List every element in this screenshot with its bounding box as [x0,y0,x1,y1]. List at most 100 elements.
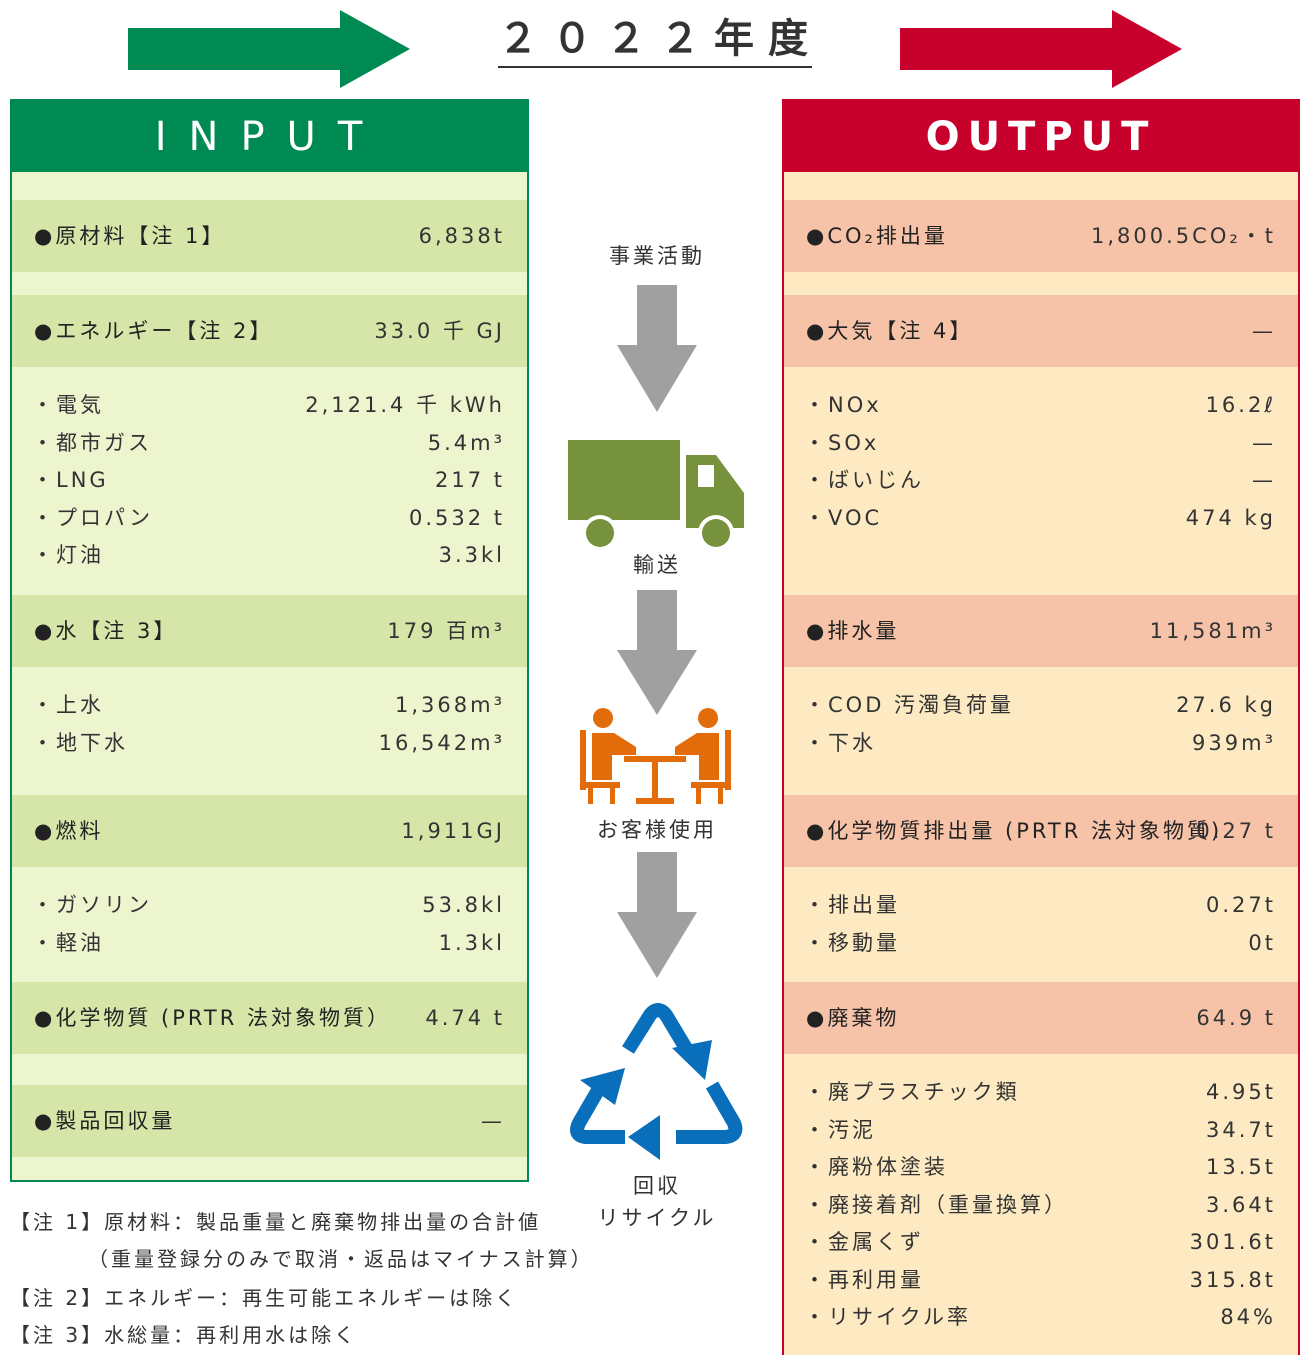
section-value: — [1252,319,1276,343]
output-title: OUTPUT [925,114,1157,160]
item-value: 13.5t [1206,1155,1276,1179]
flow-label: 事業活動 [609,244,705,268]
item-value: 16,542m³ [378,730,505,755]
item-label: ・COD 汚濁負荷量 [804,693,1015,717]
item-value: — [1252,468,1276,492]
section-value: 11,581m³ [1149,619,1276,643]
section-heading: ●燃料 [34,819,104,843]
item-label: ・プロパン [32,505,154,530]
section-heading: ●原材料【注 1】 [34,224,226,248]
input-title: INPUT [154,114,385,160]
customer-icon [580,708,731,804]
section-band [784,982,1298,1054]
item-value: 474 kg [1185,505,1276,530]
item-label: ・排出量 [804,893,900,917]
item-label: ・LNG [32,468,109,492]
item-value: 301.6t [1189,1230,1276,1254]
item-label: ・汚泥 [804,1117,876,1142]
note: 【注 1】原材料：製品重量と廃棄物排出量の合計値 [10,1210,542,1234]
section-heading: ●排水量 [806,619,900,643]
section-value: 0.27 t [1196,819,1276,843]
note: 【注 3】水総量：再利用水は除く [10,1323,358,1347]
section-value: 179 百m³ [387,619,505,643]
item-label: ・廃接着剤（重量換算） [804,1192,1068,1217]
output-header [782,100,1300,172]
section-heading: ●化学物質排出量 (PRTR 法対象物質) [806,819,1223,843]
item-value: 0.27t [1206,893,1276,917]
item-label: ・再利用量 [804,1267,924,1292]
item-label: ・廃プラスチック類 [804,1080,1020,1104]
red-arrow [900,10,1182,88]
flow-label: 輸送 [633,553,681,577]
section-value: — [481,1109,505,1133]
section-value: 64.9 t [1196,1006,1276,1030]
item-value: 3.3kl [438,543,505,567]
item-value: 315.8t [1189,1267,1276,1292]
section-heading: ●製品回収量 [34,1109,176,1133]
item-label: ・VOC [804,505,883,530]
section-value: 4.74 t [425,1006,505,1030]
item-label: ・ばいじん [804,468,924,492]
item-value: 84% [1220,1305,1276,1329]
item-value: 3.64t [1206,1192,1276,1217]
note: （重量登録分のみで取消・返品はマイナス計算） [88,1247,594,1271]
section-band [12,595,527,667]
item-value: 5.4m³ [427,430,505,455]
item-value: 939m³ [1192,730,1276,755]
item-value: 0t [1248,930,1276,955]
section-heading: ●廃棄物 [806,1006,900,1030]
item-value: 34.7t [1206,1117,1276,1142]
flow-label: 回収 [633,1174,681,1198]
section-heading: ●大気【注 4】 [806,319,974,343]
item-value: 2,121.4 千 kWh [305,393,505,417]
item-label: ・NOx [804,393,882,417]
section-band [12,200,527,272]
item-label: ・下水 [804,730,876,755]
section-value: 6,838t [418,224,505,248]
item-label: ・ガソリン [32,893,152,917]
section-heading: ●化学物質 (PRTR 法対象物質） [34,1006,392,1030]
item-value: 53.8kl [422,893,505,917]
section-band [12,795,527,867]
flow-label: お客様使用 [597,818,717,842]
section-band [784,595,1298,667]
title: ２０２２年度 [498,16,822,62]
flow-arrows [617,285,697,978]
item-value: 16.2ℓ [1205,393,1276,417]
green-arrow [128,10,410,88]
recycle-icon [570,1003,743,1144]
section-band [12,1085,527,1157]
item-label: ・軽油 [32,930,104,955]
item-label: ・金属くず [804,1230,924,1254]
item-value: — [1252,430,1276,455]
item-value: 217 t [435,468,505,492]
note: 【注 2】エネルギー：再生可能エネルギーは除く [10,1286,519,1310]
recycle-arrowheads [580,1040,712,1160]
item-value: 1,368m³ [395,693,505,717]
truck-icon [568,440,744,551]
item-label: ・都市ガス [32,430,152,455]
section-heading: ●水【注 3】 [34,619,178,643]
input-header [10,100,529,172]
flow-label: リサイクル [597,1206,717,1230]
item-label: ・地下水 [32,730,128,755]
item-label: ・リサイクル率 [804,1305,971,1329]
item-label: ・移動量 [804,930,900,955]
section-value: 33.0 千 GJ [374,319,505,343]
item-value: 1.3kl [438,930,505,955]
item-label: ・電気 [32,393,104,417]
item-label: ・SOx [804,430,880,455]
section-band [12,982,527,1054]
section-band [12,295,527,367]
item-value: 0.532 t [408,505,505,530]
item-value: 27.6 kg [1176,693,1276,717]
item-value: 4.95t [1206,1080,1276,1104]
item-label: ・灯油 [32,543,104,567]
section-value: 1,911GJ [401,819,505,843]
item-label: ・上水 [32,693,104,717]
section-heading: ●エネルギー【注 2】 [34,319,274,343]
section-heading: ●CO₂排出量 [806,224,948,248]
section-band [784,295,1298,367]
